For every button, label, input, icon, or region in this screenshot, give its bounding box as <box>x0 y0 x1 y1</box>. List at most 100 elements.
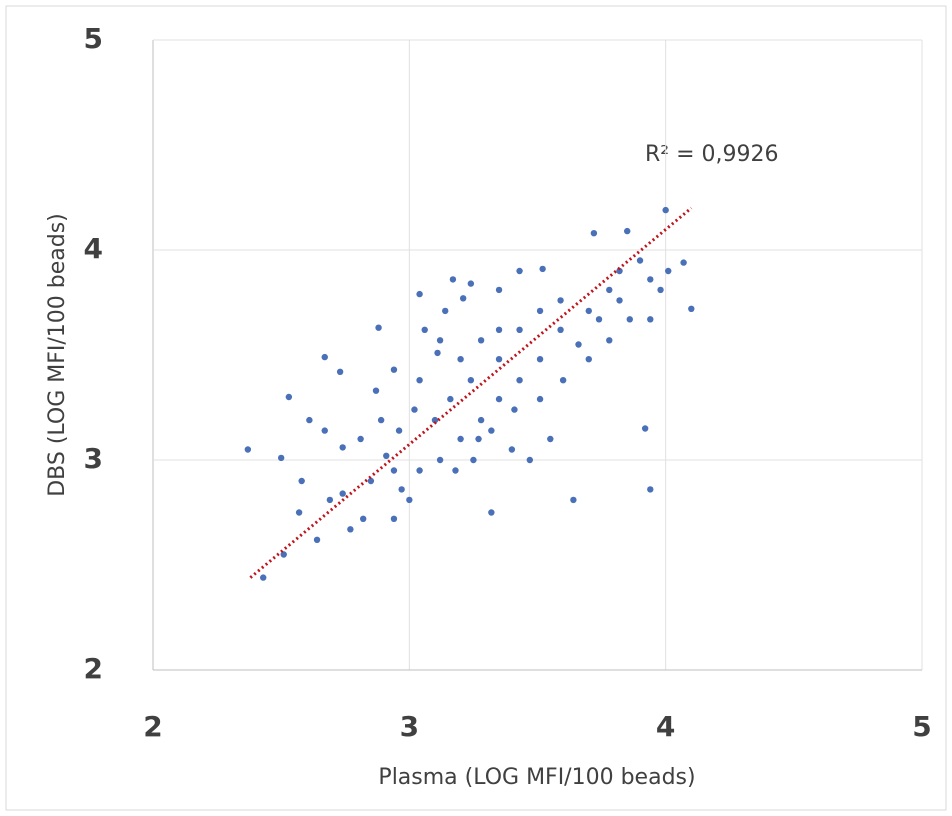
point <box>398 486 405 493</box>
point <box>459 295 467 302</box>
point <box>557 326 564 333</box>
point <box>595 316 603 323</box>
point <box>516 267 523 275</box>
point <box>475 435 482 443</box>
point <box>452 467 459 474</box>
point <box>436 456 444 464</box>
point <box>375 324 382 331</box>
point <box>657 286 664 294</box>
point <box>662 206 669 214</box>
point <box>467 377 475 384</box>
point <box>431 416 439 424</box>
point <box>585 356 592 363</box>
chart-frame <box>5 5 947 811</box>
point <box>395 427 403 434</box>
annotation: R² = 0,9926 <box>645 142 779 167</box>
point <box>421 326 428 333</box>
point <box>606 337 613 344</box>
point <box>277 454 285 462</box>
point <box>457 356 464 363</box>
point <box>295 509 303 516</box>
point <box>447 395 454 403</box>
point <box>526 456 534 464</box>
point <box>495 356 503 363</box>
y-tick-label: 2 <box>84 652 103 685</box>
point <box>244 446 252 453</box>
point <box>260 574 267 581</box>
point <box>313 536 321 543</box>
point <box>357 435 364 443</box>
point <box>347 526 354 533</box>
point <box>442 307 449 315</box>
point <box>536 395 544 403</box>
point <box>665 267 672 275</box>
point <box>559 377 567 384</box>
point <box>495 286 503 294</box>
point <box>359 515 367 522</box>
x-tick-label: 5 <box>912 710 931 743</box>
point <box>641 425 649 432</box>
point <box>457 435 464 443</box>
point <box>585 307 592 315</box>
point <box>411 406 418 413</box>
point <box>590 230 598 237</box>
x-tick-label: 4 <box>656 710 675 743</box>
point <box>390 366 398 373</box>
y-tick-label: 3 <box>84 442 103 475</box>
point <box>326 496 334 504</box>
point <box>321 353 328 361</box>
point <box>688 305 695 312</box>
point <box>321 427 328 434</box>
point <box>336 368 344 375</box>
point <box>406 496 413 504</box>
point <box>547 435 554 443</box>
point <box>539 265 546 273</box>
point <box>536 356 544 363</box>
point <box>372 387 380 394</box>
point <box>436 337 444 344</box>
point <box>606 286 613 294</box>
point <box>449 276 457 283</box>
point <box>616 267 623 275</box>
point <box>477 337 485 344</box>
point <box>390 467 398 474</box>
point <box>636 257 644 264</box>
point <box>647 276 654 283</box>
y-tick-label: 5 <box>84 22 103 55</box>
point <box>511 406 518 413</box>
point <box>367 477 375 485</box>
point <box>557 297 564 304</box>
point <box>339 490 346 497</box>
point <box>647 316 654 323</box>
point <box>298 477 305 485</box>
point <box>416 467 423 474</box>
point <box>647 486 654 493</box>
point <box>488 509 495 516</box>
y-axis-title: DBS (LOG MFI/100 beads) <box>45 213 70 497</box>
point <box>383 452 390 459</box>
point <box>575 341 582 348</box>
point <box>470 456 477 464</box>
point <box>516 326 523 333</box>
point <box>285 393 293 401</box>
point <box>624 227 631 235</box>
point <box>626 316 633 323</box>
point <box>616 297 623 304</box>
x-tick-label: 3 <box>400 710 419 743</box>
point <box>377 416 385 424</box>
point <box>570 496 577 504</box>
point <box>495 326 503 333</box>
point <box>306 416 313 424</box>
y-tick-label: 4 <box>84 232 103 265</box>
point <box>516 377 523 384</box>
point <box>434 349 441 357</box>
point <box>536 307 544 315</box>
point <box>339 444 346 451</box>
point <box>488 427 495 434</box>
trendline <box>249 206 693 579</box>
point <box>680 259 687 266</box>
point <box>390 515 398 522</box>
point <box>416 377 423 384</box>
x-axis-title: Plasma (LOG MFI/100 beads) <box>378 765 695 790</box>
